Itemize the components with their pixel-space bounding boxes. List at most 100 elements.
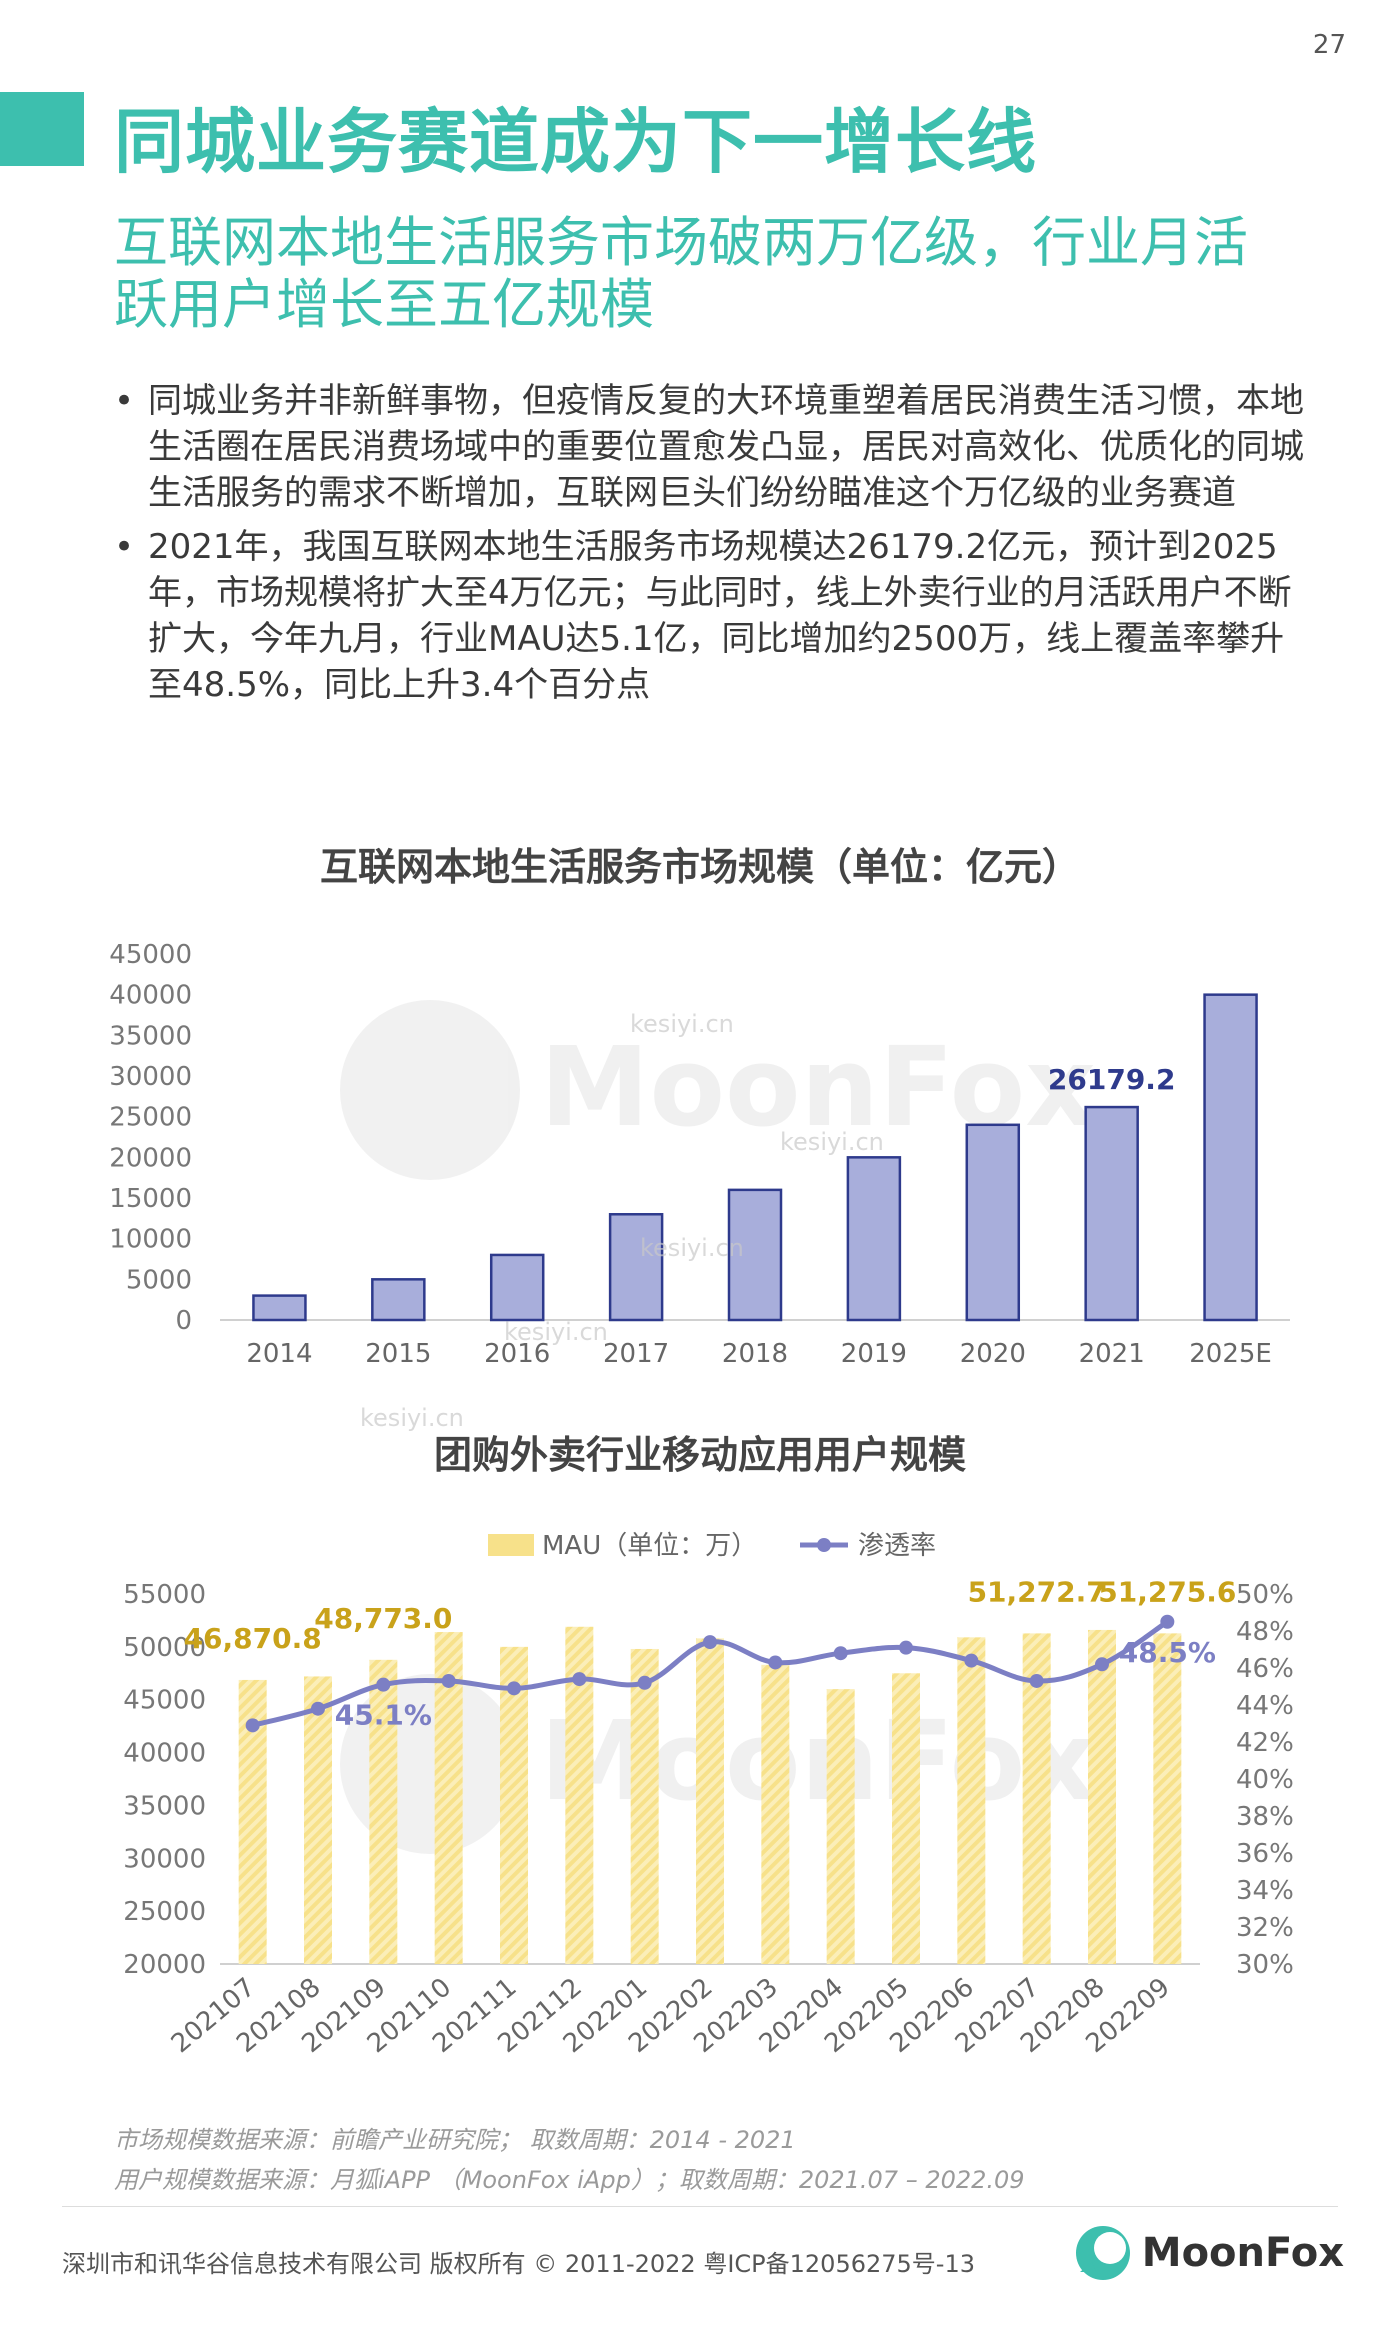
y-tick-label: 0 (175, 1306, 192, 1336)
bar (1022, 1633, 1051, 1964)
y-right-tick-label: 46% (1236, 1654, 1294, 1684)
page-subtitle: 互联网本地生活服务市场破两万亿级，行业月活跃用户增长至五亿规模 (114, 211, 1248, 336)
y-right-tick-label: 34% (1236, 1876, 1294, 1906)
bar (369, 1659, 398, 1964)
source-note-market: 市场规模数据来源：前瞻产业研究院； 取数周期：2014 - 2021 (114, 2126, 796, 2154)
bullet-item: • 同城业务并非新鲜事物，但疫情反复的大环境重塑着居民消费生活习惯，本地生活圈在居… (112, 378, 1312, 516)
bar (1153, 1633, 1182, 1964)
bar-data-label: 46,870.8 (184, 1622, 322, 1655)
bullet-text: 同城业务并非新鲜事物，但疫情反复的大环境重塑着居民消费生活习惯，本地生活圈在居民… (148, 381, 1304, 513)
x-tick-label: 2018 (722, 1339, 788, 1369)
bar-data-label: 51,272.7 (968, 1575, 1106, 1608)
y-left-tick-label: 55000 (123, 1580, 206, 1610)
y-right-tick-label: 30% (1236, 1950, 1294, 1980)
y-left-tick-label: 35000 (123, 1791, 206, 1821)
y-right-tick-label: 42% (1236, 1728, 1294, 1758)
line-point (1160, 1614, 1175, 1629)
legend-label: 渗透率 (858, 1531, 936, 1561)
x-tick-label: 2021 (1079, 1339, 1145, 1369)
y-right-tick-label: 48% (1236, 1617, 1294, 1647)
x-tick-label: 2025E (1189, 1339, 1272, 1369)
legend-bar-swatch (488, 1534, 534, 1556)
line-point (507, 1681, 521, 1696)
bar (500, 1646, 528, 1964)
bullet-item: • 2021年，我国互联网本地生活服务市场规模达26179.2亿元，预计到2025… (112, 524, 1312, 708)
y-left-tick-label: 25000 (123, 1897, 206, 1927)
y-right-tick-label: 36% (1236, 1839, 1294, 1869)
bar (965, 1123, 1021, 1322)
y-left-tick-label: 50000 (123, 1633, 206, 1663)
watermark-text: MoonFox (540, 1697, 1096, 1825)
y-tick-label: 30000 (109, 1062, 192, 1092)
source-note-users: 用户规模数据来源：月狐iAPP （MoonFox iApp）；取数周期：2021… (114, 2166, 1025, 2194)
bar (761, 1664, 790, 1964)
moonfox-logo-icon (1075, 2226, 1130, 2280)
bar (957, 1637, 986, 1964)
y-tick-label: 5000 (126, 1265, 192, 1295)
line-point (1029, 1673, 1044, 1688)
x-tick-label: 2015 (365, 1339, 431, 1369)
bullet-dot-icon: • (114, 527, 135, 567)
bar (892, 1673, 920, 1964)
y-left-tick-label: 20000 (123, 1950, 206, 1980)
line-data-label: 45.1% (335, 1699, 432, 1732)
bar (1084, 1105, 1139, 1322)
x-tick-label: 2017 (603, 1339, 669, 1369)
page-title: 同城业务赛道成为下一增长线 (114, 101, 1037, 183)
title-accent-bar (0, 92, 84, 166)
legend-label: MAU（单位：万） (542, 1531, 757, 1561)
x-tick-label: 2020 (960, 1339, 1026, 1369)
line-point (833, 1646, 848, 1661)
x-tick-label: 2019 (841, 1339, 907, 1369)
footer-divider (62, 2206, 1338, 2207)
chart2-title: 团购外卖行业移动应用用户规模 (433, 1433, 966, 1477)
line-point (311, 1701, 325, 1716)
line-point (245, 1718, 260, 1733)
x-tick-label: 2014 (246, 1339, 312, 1369)
bar (304, 1676, 332, 1964)
line-point (964, 1653, 979, 1668)
y-tick-label: 45000 (109, 940, 192, 970)
bar (371, 1278, 426, 1322)
y-right-tick-label: 40% (1236, 1765, 1294, 1795)
bar (1203, 993, 1258, 1322)
watermark-text: kesiyi.cn (630, 1010, 734, 1038)
y-tick-label: 35000 (109, 1021, 192, 1051)
page-number: 27 (1312, 30, 1346, 60)
y-right-tick-label: 32% (1236, 1913, 1294, 1943)
watermark-text: kesiyi.cn (640, 1234, 744, 1262)
chart1-title: 互联网本地生活服务市场规模（单位：亿元） (319, 845, 1080, 889)
takeaway-users-combo-chart: MoonFox MAU（单位：万） 渗透率 20000 25000 30000 3500… (123, 1531, 1294, 2059)
bar (608, 1213, 664, 1322)
line-point (1095, 1657, 1109, 1672)
y-right-tick-label: 44% (1236, 1691, 1294, 1721)
bar (630, 1648, 659, 1964)
watermark-text: kesiyi.cn (504, 1318, 608, 1346)
logo-text: MoonFox (1141, 2230, 1344, 2276)
line-point (768, 1655, 783, 1670)
bar-data-label: 48,773.0 (314, 1602, 452, 1635)
footer-copyright: 深圳市和讯华谷信息技术有限公司 版权所有 © 2011-2022 粤ICP备12… (62, 2250, 975, 2278)
line-point (637, 1675, 652, 1690)
market-size-bar-chart: MoonFox 05000100001500020000250003000035… (109, 940, 1290, 1369)
bar (826, 1689, 855, 1964)
legend-line-marker (817, 1538, 831, 1552)
bar (252, 1294, 307, 1322)
y-tick-label: 10000 (109, 1225, 192, 1255)
y-tick-label: 25000 (109, 1103, 192, 1133)
y-tick-label: 20000 (109, 1143, 192, 1173)
y-tick-label: 40000 (109, 981, 192, 1011)
x-tick-label: 2016 (484, 1339, 550, 1369)
watermark-text: kesiyi.cn (780, 1128, 884, 1156)
bar (846, 1156, 902, 1322)
y-left-tick-label: 30000 (123, 1844, 206, 1874)
bullet-dot-icon: • (114, 381, 135, 421)
watermark-text: kesiyi.cn (360, 1404, 464, 1432)
y-right-tick-label: 50% (1236, 1580, 1294, 1610)
moonfox-logo: MoonFox (1072, 2222, 1344, 2284)
bar (696, 1638, 724, 1964)
bar (489, 1253, 545, 1322)
bar (1088, 1629, 1116, 1964)
y-right-tick-label: 38% (1236, 1802, 1294, 1832)
bar-data-label: 51,275.6 (1098, 1575, 1236, 1608)
